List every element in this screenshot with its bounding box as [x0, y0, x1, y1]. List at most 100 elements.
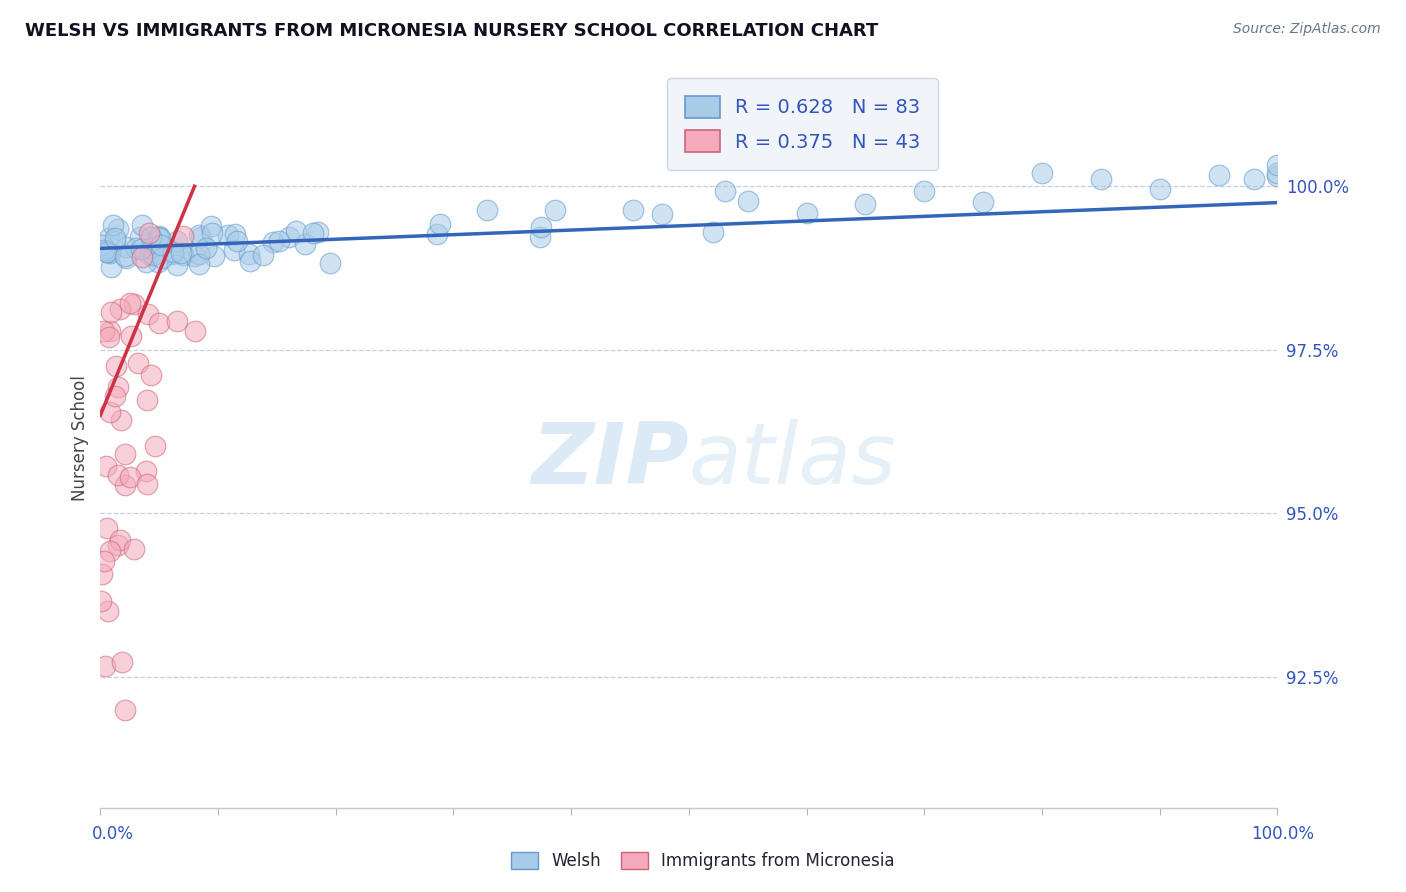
- Point: [120, 329, 142, 343]
- Point: [529, 229, 551, 244]
- Point: [122, 297, 145, 311]
- Point: [97, 604, 120, 618]
- Text: ZIP: ZIP: [531, 419, 689, 502]
- Point: [148, 228, 170, 243]
- Point: [222, 243, 245, 257]
- Point: [200, 219, 222, 233]
- Point: [94, 458, 117, 473]
- Point: [90, 594, 112, 608]
- Point: [426, 227, 449, 241]
- Point: [98, 324, 121, 338]
- Point: [94, 659, 117, 673]
- Point: [114, 447, 136, 461]
- Point: [429, 217, 451, 231]
- Point: [1090, 172, 1112, 186]
- Point: [160, 247, 183, 261]
- Point: [91, 567, 114, 582]
- Point: [225, 235, 247, 249]
- Text: atlas: atlas: [689, 419, 897, 502]
- Point: [136, 307, 159, 321]
- Point: [118, 469, 141, 483]
- Point: [136, 392, 159, 407]
- Point: [135, 255, 157, 269]
- Point: [150, 252, 173, 266]
- Point: [107, 468, 129, 483]
- Point: [138, 241, 160, 255]
- Point: [544, 202, 567, 217]
- Point: [912, 184, 935, 198]
- Point: [107, 538, 129, 552]
- Point: [262, 235, 284, 250]
- Point: [131, 243, 153, 257]
- Point: [115, 251, 138, 265]
- Point: [131, 250, 153, 264]
- Point: [1267, 166, 1289, 180]
- Point: [91, 237, 114, 252]
- Point: [108, 301, 131, 316]
- Point: [148, 316, 170, 330]
- Point: [737, 194, 759, 208]
- Point: [100, 305, 122, 319]
- Text: WELSH VS IMMIGRANTS FROM MICRONESIA NURSERY SCHOOL CORRELATION CHART: WELSH VS IMMIGRANTS FROM MICRONESIA NURS…: [25, 22, 879, 40]
- Point: [127, 356, 149, 370]
- Point: [111, 655, 134, 669]
- Point: [294, 237, 316, 252]
- Point: [307, 225, 329, 239]
- Point: [118, 296, 141, 310]
- Point: [94, 244, 117, 259]
- Point: [714, 184, 737, 198]
- Point: [136, 477, 159, 491]
- Point: [141, 229, 163, 244]
- Point: [104, 231, 127, 245]
- Point: [277, 230, 299, 244]
- Point: [183, 249, 205, 263]
- Point: [267, 235, 290, 249]
- Legend: R = 0.628   N = 83, R = 0.375   N = 43: R = 0.628 N = 83, R = 0.375 N = 43: [668, 78, 938, 169]
- Point: [101, 219, 124, 233]
- Point: [93, 554, 115, 568]
- Point: [97, 245, 120, 260]
- Point: [195, 241, 218, 255]
- Point: [142, 248, 165, 262]
- Point: [855, 197, 877, 211]
- Point: [284, 224, 307, 238]
- Point: [138, 247, 160, 261]
- Point: [108, 533, 131, 547]
- Text: Source: ZipAtlas.com: Source: ZipAtlas.com: [1233, 22, 1381, 37]
- Point: [319, 256, 342, 270]
- Point: [187, 247, 209, 261]
- Point: [149, 231, 172, 245]
- Point: [190, 229, 212, 244]
- Point: [166, 314, 188, 328]
- Point: [96, 521, 118, 535]
- Point: [183, 324, 205, 338]
- Point: [93, 243, 115, 257]
- Point: [972, 195, 994, 210]
- Point: [239, 254, 262, 268]
- Point: [149, 238, 172, 252]
- Point: [224, 227, 246, 242]
- Point: [148, 255, 170, 269]
- Point: [166, 258, 188, 272]
- Y-axis label: Nursery School: Nursery School: [72, 376, 89, 501]
- Point: [98, 405, 121, 419]
- Point: [170, 246, 193, 260]
- Point: [530, 220, 553, 235]
- Point: [1243, 172, 1265, 186]
- Point: [166, 235, 188, 249]
- Text: 100.0%: 100.0%: [1251, 825, 1315, 843]
- Point: [139, 241, 162, 255]
- Point: [238, 246, 260, 260]
- Point: [621, 202, 644, 217]
- Point: [202, 249, 225, 263]
- Legend: Welsh, Immigrants from Micronesia: Welsh, Immigrants from Micronesia: [505, 845, 901, 877]
- Point: [702, 225, 724, 239]
- Point: [172, 248, 194, 262]
- Point: [217, 227, 239, 242]
- Point: [115, 240, 138, 254]
- Point: [651, 207, 673, 221]
- Text: 0.0%: 0.0%: [91, 825, 134, 843]
- Point: [135, 464, 157, 478]
- Point: [131, 219, 153, 233]
- Point: [143, 440, 166, 454]
